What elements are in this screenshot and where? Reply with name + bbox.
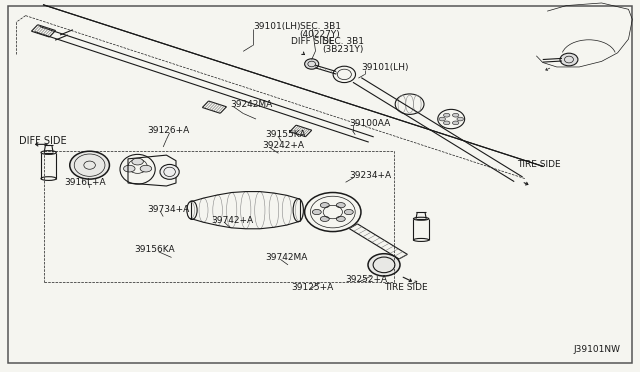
Circle shape: [321, 216, 330, 221]
Text: SEC. 3B1: SEC. 3B1: [300, 22, 340, 31]
Circle shape: [457, 117, 463, 121]
Circle shape: [452, 113, 459, 117]
Text: 39742MA: 39742MA: [266, 253, 308, 262]
Text: SEC. 3B1: SEC. 3B1: [323, 37, 364, 46]
Text: 39125+A: 39125+A: [291, 283, 333, 292]
Circle shape: [344, 209, 353, 215]
Text: 39126+A: 39126+A: [147, 126, 189, 135]
Circle shape: [140, 165, 152, 172]
Text: 39242+A: 39242+A: [262, 141, 305, 150]
Text: J39101NW: J39101NW: [574, 345, 621, 354]
Ellipse shape: [413, 238, 429, 241]
Ellipse shape: [41, 151, 56, 154]
Ellipse shape: [70, 151, 109, 179]
Circle shape: [337, 216, 346, 221]
Circle shape: [321, 203, 330, 208]
Text: 3916L+A: 3916L+A: [64, 178, 106, 187]
Text: (3B231Y): (3B231Y): [323, 45, 364, 54]
Ellipse shape: [41, 177, 56, 180]
Text: 39155KA: 39155KA: [266, 130, 306, 139]
Circle shape: [312, 209, 321, 215]
Text: 39101(LH): 39101(LH): [253, 22, 300, 31]
Circle shape: [337, 203, 346, 208]
Text: DIFF SIDE: DIFF SIDE: [19, 137, 67, 146]
Text: 39242MA: 39242MA: [230, 100, 273, 109]
Text: TIRE SIDE: TIRE SIDE: [384, 283, 428, 292]
Circle shape: [452, 121, 459, 125]
Text: 39742+A: 39742+A: [211, 216, 253, 225]
Text: 39100AA: 39100AA: [349, 119, 390, 128]
Circle shape: [439, 117, 445, 121]
Ellipse shape: [160, 164, 179, 179]
Text: 39734+A: 39734+A: [147, 205, 189, 214]
Ellipse shape: [413, 217, 429, 220]
Text: (40227Y): (40227Y): [300, 30, 340, 39]
Text: 39252+A: 39252+A: [346, 275, 388, 284]
Ellipse shape: [368, 254, 400, 276]
Circle shape: [132, 158, 143, 165]
Text: DIFF SIDE: DIFF SIDE: [291, 37, 335, 46]
Text: TIRE SIDE: TIRE SIDE: [517, 160, 561, 169]
Ellipse shape: [305, 59, 319, 69]
Text: 39156KA: 39156KA: [134, 246, 175, 254]
Ellipse shape: [560, 53, 578, 66]
Text: 39101(LH): 39101(LH): [362, 63, 409, 72]
Circle shape: [444, 121, 450, 125]
Circle shape: [444, 113, 450, 117]
Text: 39234+A: 39234+A: [349, 171, 391, 180]
Circle shape: [124, 165, 135, 172]
